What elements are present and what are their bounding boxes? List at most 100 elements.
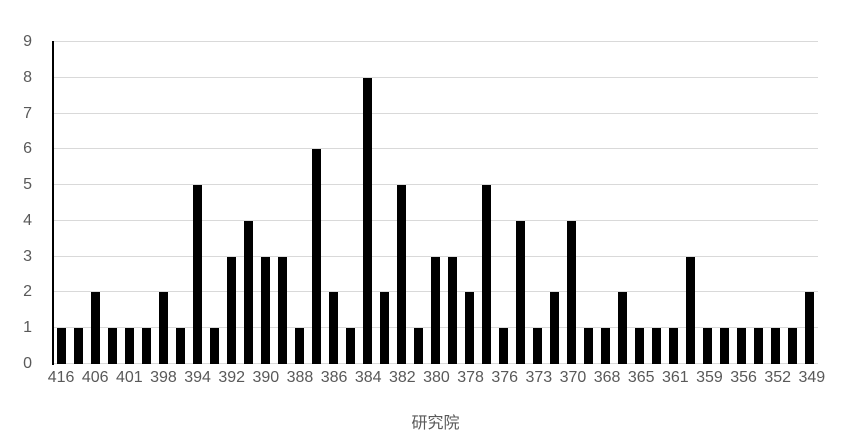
bar-slot	[87, 42, 104, 364]
bar	[261, 256, 270, 364]
bar	[669, 328, 678, 364]
gridline	[53, 148, 818, 150]
bar	[312, 149, 321, 364]
x-tick-label: 380	[423, 369, 450, 386]
bar-slot	[682, 42, 699, 364]
x-tick-label: 376	[491, 369, 519, 386]
bar-slot	[750, 42, 767, 364]
bar	[465, 292, 474, 364]
bar-slot	[716, 42, 733, 364]
x-tick-label: 384	[354, 369, 382, 386]
bar-slot	[767, 42, 784, 364]
bar-slot	[172, 42, 189, 364]
bar-slot	[784, 42, 801, 364]
bar-slot	[121, 42, 138, 364]
bar-slot	[308, 42, 325, 364]
bar-slot	[699, 42, 716, 364]
y-tick-label: 1	[23, 319, 32, 337]
bar	[414, 328, 423, 364]
bar	[57, 328, 66, 364]
y-axis-labels: 0 1 2 3 4 5 6 7 8 9	[0, 34, 42, 372]
x-axis-title: 研究院	[411, 415, 460, 432]
bar-slot	[597, 42, 614, 364]
y-tick-label: 3	[23, 247, 32, 265]
bar	[652, 328, 661, 364]
x-tick-label: 392	[218, 369, 246, 386]
bar-slot	[444, 42, 461, 364]
bar	[584, 328, 593, 364]
bar-slot	[427, 42, 444, 364]
bar-slot	[648, 42, 665, 364]
x-tick-label: 359	[696, 369, 723, 386]
bar	[346, 328, 355, 364]
x-tick-label: 394	[184, 369, 211, 386]
x-tick-label: 416	[47, 369, 75, 386]
bar-slot	[376, 42, 393, 364]
bar	[210, 328, 219, 364]
bar-slot	[257, 42, 274, 364]
bar	[737, 328, 746, 364]
bar	[771, 328, 780, 364]
bar	[244, 220, 253, 364]
bar-slot	[546, 42, 563, 364]
bar	[74, 328, 83, 364]
bar-slot	[325, 42, 342, 364]
y-tick-label: 4	[23, 211, 32, 229]
bar	[754, 328, 763, 364]
gridline	[53, 219, 818, 221]
bar	[278, 256, 287, 364]
x-tick-label: 349	[798, 369, 826, 386]
bar-slot	[393, 42, 410, 364]
bar	[533, 328, 542, 364]
y-tick-label: 6	[23, 140, 32, 158]
bar	[125, 328, 134, 364]
bar-slot	[138, 42, 155, 364]
bar	[329, 292, 338, 364]
y-axis-line	[52, 41, 54, 365]
bar	[703, 328, 712, 364]
x-tick-label: 401	[115, 369, 143, 386]
x-tick-label: 398	[150, 369, 177, 386]
bar	[618, 292, 627, 364]
bar-slot	[495, 42, 512, 364]
y-tick-label: 2	[23, 283, 32, 301]
bar	[159, 292, 168, 364]
bar	[686, 256, 695, 364]
bar-slot	[733, 42, 750, 364]
bar	[363, 77, 372, 364]
gridline	[53, 112, 818, 114]
x-tick-label: 368	[593, 369, 621, 386]
bar	[567, 220, 576, 364]
bar	[397, 185, 406, 364]
bar	[516, 220, 525, 364]
bar-slot	[342, 42, 359, 364]
bar	[482, 185, 491, 364]
bar-slot	[478, 42, 495, 364]
bars-container	[53, 42, 818, 364]
x-tick-label: 373	[525, 369, 553, 386]
bar	[227, 256, 236, 364]
x-tick-label: 388	[286, 369, 314, 386]
bar-slot	[206, 42, 223, 364]
bar	[550, 292, 559, 364]
bar	[788, 328, 797, 364]
x-tick-label: 365	[627, 369, 655, 386]
bar	[805, 292, 814, 364]
bar	[448, 256, 457, 364]
y-tick-label: 9	[23, 33, 32, 50]
bar	[380, 292, 389, 364]
bar-slot	[529, 42, 546, 364]
y-tick-label: 5	[23, 176, 32, 194]
gridline	[53, 184, 818, 186]
bar-slot	[614, 42, 631, 364]
bar	[720, 328, 729, 364]
bar-slot	[274, 42, 291, 364]
bar-slot	[189, 42, 206, 364]
bar-slot	[104, 42, 121, 364]
x-tick-label: 406	[81, 369, 109, 386]
bar	[635, 328, 644, 364]
bar	[108, 328, 117, 364]
bar-slot	[240, 42, 257, 364]
bar-slot	[291, 42, 308, 364]
x-tick-label: 386	[320, 369, 348, 386]
